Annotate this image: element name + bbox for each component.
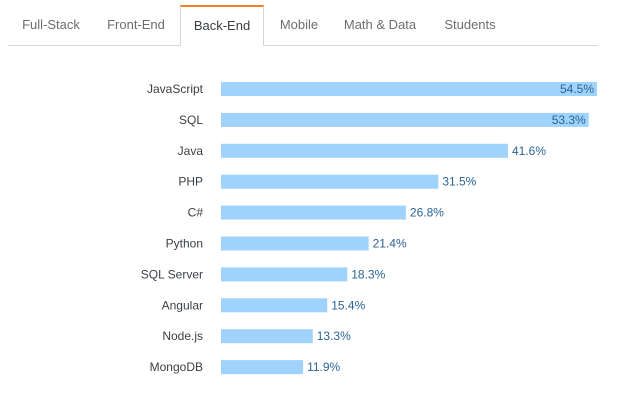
value-label: 41.6% <box>512 144 546 158</box>
bar-php <box>221 174 439 189</box>
bar-sql-server <box>221 267 348 282</box>
tab-math-and-data[interactable]: Math & Data <box>343 17 417 32</box>
value-label: 21.4% <box>373 237 407 251</box>
category-label: Java <box>178 144 204 158</box>
category-label: SQL <box>179 113 203 127</box>
tab-students[interactable]: Students <box>444 17 496 32</box>
value-label: 54.5% <box>560 82 594 96</box>
bar-c- <box>221 205 406 220</box>
tab-bar: Full-Stack Front-End Back-End Mobile Mat… <box>8 5 598 46</box>
bar-sql <box>221 112 589 127</box>
bar-javascript <box>221 82 597 96</box>
value-label: 53.3% <box>552 113 586 127</box>
category-label: PHP <box>178 175 203 189</box>
category-label: Angular <box>162 298 203 312</box>
value-label: 13.3% <box>317 329 351 343</box>
category-label: Python <box>166 237 203 251</box>
bar-angular <box>221 298 328 313</box>
value-label: 31.5% <box>442 175 476 189</box>
value-label: 11.9% <box>307 360 340 374</box>
tab-mobile[interactable]: Mobile <box>279 17 319 32</box>
tab-back-end[interactable]: Back-End <box>180 5 264 46</box>
bar-java <box>221 143 509 158</box>
tab-front-end[interactable]: Front-End <box>107 17 165 32</box>
category-label: JavaScript <box>147 82 204 96</box>
bar-python <box>221 236 369 251</box>
tab-full-stack[interactable]: Full-Stack <box>22 17 80 32</box>
value-label: 15.4% <box>331 298 365 312</box>
bar-node-js <box>221 329 313 344</box>
category-label: Node.js <box>162 329 203 343</box>
category-label: C# <box>188 206 204 220</box>
bar-mongodb <box>221 360 304 375</box>
category-label: MongoDB <box>150 360 203 374</box>
value-label: 18.3% <box>351 267 385 281</box>
category-label: SQL Server <box>141 267 203 281</box>
value-label: 26.8% <box>410 206 444 220</box>
